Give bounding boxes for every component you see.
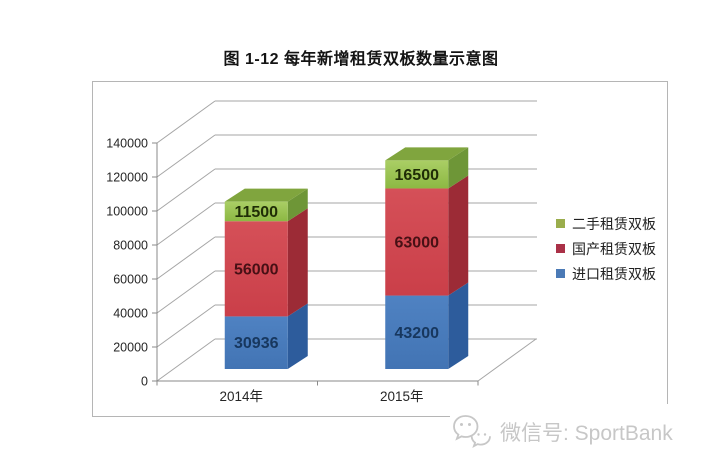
bar-value-label: 16500 [395,167,440,184]
legend-item: 进口租赁双板 [556,261,656,286]
bar-segment-front [224,316,288,369]
grid-depth-connector [156,168,216,212]
bar-value-label: 56000 [234,261,279,278]
bar-segment-front [385,160,449,189]
legend-swatch [556,244,565,253]
bar-2014年: 30936 56000 11500 [224,188,308,369]
watermark-text: 微信号: SportBank [500,421,673,445]
legend-item: 二手租赁双板 [556,211,656,236]
y-axis-tick-label: 140000 [106,137,148,151]
grid-depth-connector [156,236,216,280]
floor-right-edge [477,338,537,382]
bar-2015年: 43200 63000 16500 [385,147,469,369]
y-axis-tick-label: 20000 [113,341,148,355]
grid-depth-connector [156,304,216,348]
chart-title: 图 1-12 每年新增租赁双板数量示意图 [223,51,499,68]
x-axis-category-label: 2014年 [219,389,263,404]
grid-depth-connector [156,338,216,382]
bar-value-label: 30936 [234,335,279,352]
bar-segment-front [385,188,449,296]
y-axis-tick-label: 120000 [106,171,148,185]
bar-segment-front [224,201,288,222]
bar-segment-side [287,208,308,317]
watermark: 微信号: SportBank [450,404,722,459]
y-axis-tick-label: 100000 [106,205,148,219]
legend-label: 二手租赁双板 [572,217,656,233]
bar-segment-top [385,147,469,161]
bar-segment-side [448,282,469,369]
bar-segment-side [287,188,308,222]
bar-value-label: 11500 [234,204,278,221]
bar-segment-top [224,188,308,202]
wechat-icon [453,414,491,448]
chart-legend: 二手租赁双板 国产租赁双板 进口租赁双板 [556,211,656,286]
y-axis-tick-label: 40000 [113,307,148,321]
grid-depth-connector [156,134,216,178]
bar-value-label: 43200 [395,325,440,342]
bar-segment-side [448,147,469,189]
y-axis-tick-label: 0 [141,375,148,389]
bar-value-label: 63000 [395,235,440,252]
grid-depth-connector [156,270,216,314]
bar-segment-front [385,295,449,369]
legend-item: 国产租赁双板 [556,236,656,261]
x-axis-category-label: 2015年 [380,389,424,404]
grid-depth-connector [156,100,216,144]
bar-segment-side [287,303,308,369]
axes [152,142,479,386]
legend-swatch [556,269,565,278]
grid-depth-connector [156,202,216,246]
legend-swatch [556,219,565,228]
legend-label: 进口租赁双板 [572,267,656,283]
legend-label: 国产租赁双板 [572,242,656,258]
y-axis-tick-label: 80000 [113,239,148,253]
y-axis-tick-label: 60000 [113,273,148,287]
bar-segment-front [224,221,288,317]
plot-border [92,81,668,417]
bar-segment-side [448,175,469,296]
